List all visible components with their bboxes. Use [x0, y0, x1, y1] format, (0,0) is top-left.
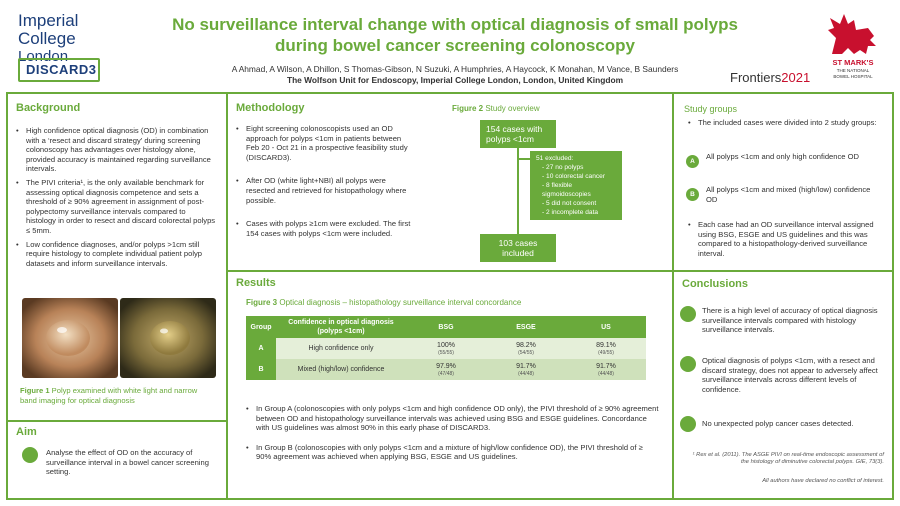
- list-item: Low confidence diagnoses, and/or polyps …: [16, 240, 216, 269]
- discard3-logo: DISCARD3: [18, 58, 100, 82]
- list-item: Eight screening colonoscopists used an O…: [236, 124, 412, 162]
- conclusion-bullet-icon: [680, 416, 696, 432]
- background-bullets: High confidence optical diagnosis (OD) i…: [16, 126, 216, 272]
- divider-aim: [8, 420, 226, 422]
- methodology-title: Methodology: [236, 102, 305, 114]
- divider-right: [672, 94, 674, 500]
- poster-header: Imperial College London DISCARD3 No surv…: [0, 0, 900, 92]
- results-bullets: In Group A (colonoscopies with only poly…: [246, 404, 660, 466]
- divider-left: [226, 94, 228, 500]
- study-groups-title: Study groups: [684, 104, 738, 114]
- disclosure-note: All authors have declared no conflict of…: [762, 478, 884, 484]
- table-header-row: Group Confidence in optical diagnosis (p…: [246, 316, 646, 338]
- background-title: Background: [16, 102, 81, 114]
- list-item: High confidence optical diagnosis (OD) i…: [16, 126, 216, 174]
- poster-frame: [6, 92, 894, 500]
- list-item: The included cases were divided into 2 s…: [688, 118, 882, 128]
- results-title: Results: [236, 277, 276, 289]
- methodology-bullets: Eight screening colonoscopists used an O…: [236, 124, 412, 242]
- group-a-text: All polyps <1cm and only high confidence…: [706, 152, 860, 161]
- conclusion-text: Optical diagnosis of polyps <1cm, with a…: [702, 356, 878, 394]
- aim-text: Analyse the effect of OD on the accuracy…: [46, 448, 209, 477]
- group-b-text: All polyps <1cm and mixed (high/low) con…: [706, 185, 871, 204]
- flow-arrow-branch: [518, 158, 530, 160]
- affiliation: The Wolfson Unit for Endoscopy, Imperial…: [286, 75, 624, 85]
- list-item: In Group A (colonoscopies with only poly…: [246, 404, 660, 433]
- winged-lion-icon: [828, 14, 876, 54]
- study-groups-note: Each case had an OD surveillance interva…: [688, 220, 882, 262]
- flow-box-total: 154 cases with polyps <1cm: [480, 120, 556, 148]
- figure-2-title: Figure 2 Study overview: [452, 104, 540, 113]
- group-b-badge: B: [686, 188, 699, 201]
- divider-conclusions: [674, 270, 892, 272]
- polyp-white-light-image: [22, 298, 118, 378]
- figure-3-title: Figure 3 Optical diagnosis – histopathol…: [246, 298, 522, 307]
- st-marks-logo: ST MARK'S THE NATIONAL BOWEL HOSPITAL: [818, 10, 888, 90]
- study-groups-intro: The included cases were divided into 2 s…: [688, 118, 882, 132]
- table-row: A High confidence only 100% (55/55) 98.2%…: [246, 338, 646, 359]
- authors: A Ahmad, A Wilson, A Dhillon, S Thomas-G…: [231, 64, 679, 74]
- divider-results: [228, 270, 672, 272]
- flow-box-excluded: 51 excluded: - 27 no polyps - 10 colorec…: [530, 151, 622, 220]
- list-item: Cases with polyps ≥1cm were excluded. Th…: [236, 219, 412, 238]
- results-table: Group Confidence in optical diagnosis (p…: [246, 316, 646, 380]
- flow-arrow: [517, 146, 519, 234]
- conclusions-title: Conclusions: [682, 278, 749, 290]
- list-item: The PIVI criteria¹, is the only availabl…: [16, 178, 216, 236]
- figure-1-caption: Figure 1 Polyp examined with white light…: [20, 386, 198, 405]
- polyp-nbi-image: [120, 298, 216, 378]
- list-item: Each case had an OD surveillance interva…: [688, 220, 882, 258]
- list-item: In Group B (colonoscopies with only poly…: [246, 443, 660, 462]
- frontiers-logo: Frontiers2021: [730, 70, 811, 85]
- list-item: After OD (white light+NBI) all polyps we…: [236, 176, 412, 205]
- aim-bullet-icon: [22, 447, 38, 463]
- aim-title: Aim: [16, 426, 37, 438]
- imperial-college-logo: Imperial College London: [18, 11, 79, 66]
- conclusion-text: No unexpected polyp cancer cases detecte…: [702, 419, 854, 428]
- reference-note: ¹ Rex et al. (2011). The ASGE PIVI on re…: [692, 452, 884, 466]
- table-row: B Mixed (high/low) confidence 97.9% (47/4…: [246, 359, 646, 380]
- conclusion-bullet-icon: [680, 306, 696, 322]
- group-a-badge: A: [686, 155, 699, 168]
- conclusion-text: There is a high level of accuracy of opt…: [702, 306, 878, 335]
- conclusion-bullet-icon: [680, 356, 696, 372]
- poster-title: No surveillance interval change with opt…: [172, 15, 738, 55]
- flow-box-included: 103 cases included: [480, 234, 556, 262]
